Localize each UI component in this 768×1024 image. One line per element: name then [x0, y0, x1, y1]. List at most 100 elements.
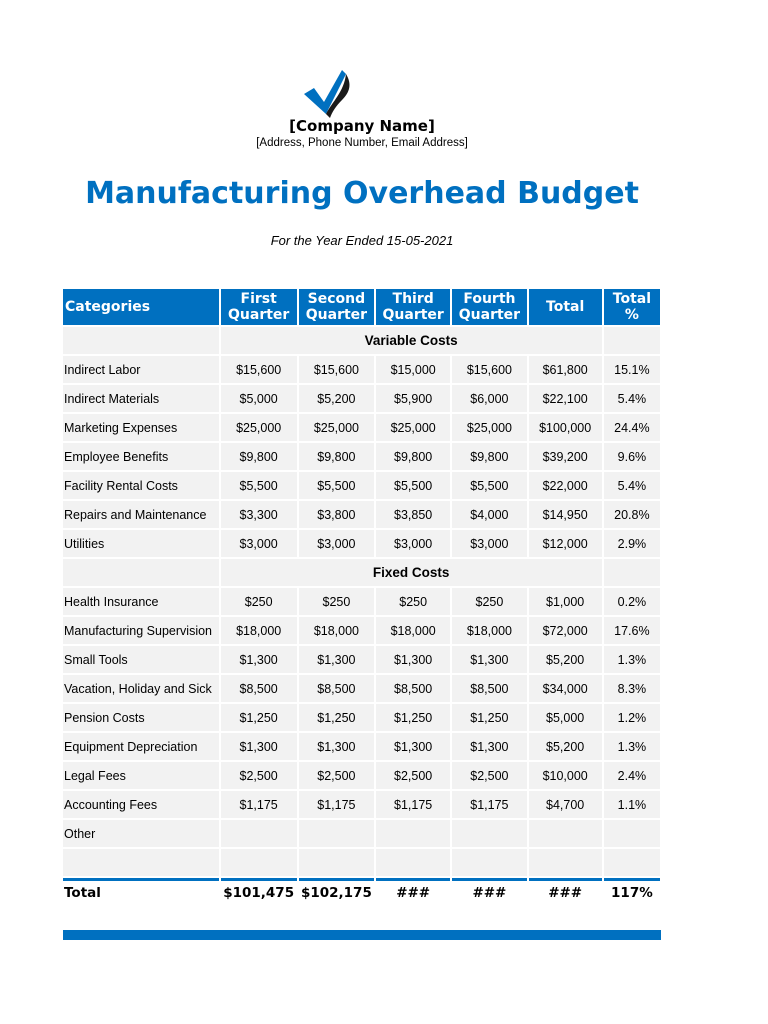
row-label: Health Insurance	[63, 588, 219, 615]
data-row: Employee Benefits $9,800 $9,800 $9,800 $9,80…	[63, 443, 660, 470]
cell: $25,000	[452, 414, 527, 441]
data-row: Legal Fees $2,500 $2,500 $2,500 $2,500 $10,00…	[63, 762, 660, 789]
row-label: Repairs and Maintenance	[63, 501, 219, 528]
data-row: Manufacturing Supervision $18,000 $18,000 $…	[63, 617, 660, 644]
company-name: [Company Name]	[289, 117, 435, 135]
cell: 1.1%	[603, 791, 660, 818]
cell: $5,000	[528, 704, 602, 731]
cell	[298, 820, 375, 847]
cell: $1,300	[298, 646, 375, 673]
footer-bar	[63, 930, 661, 940]
cell: $2,500	[376, 762, 451, 789]
cell: $61,800	[528, 356, 602, 383]
cell: $9,800	[220, 443, 297, 470]
cell	[220, 820, 297, 847]
cell: $4,700	[528, 791, 602, 818]
row-label: Pension Costs	[63, 704, 219, 731]
cell: 1.3%	[603, 646, 660, 673]
row-label: Small Tools	[63, 646, 219, 673]
cell: $5,900	[376, 385, 451, 412]
data-row: Facility Rental Costs $5,500 $5,500 $5,500 $…	[63, 472, 660, 499]
cell	[63, 849, 219, 876]
cell	[528, 849, 602, 876]
row-label: Indirect Materials	[63, 385, 219, 412]
cell: $250	[298, 588, 375, 615]
cell: $8,500	[220, 675, 297, 702]
column-header: Total	[528, 289, 602, 325]
row-label: Equipment Depreciation	[63, 733, 219, 760]
total-cell: ###	[376, 878, 451, 905]
cell: $9,800	[452, 443, 527, 470]
cell: $250	[376, 588, 451, 615]
row-label: Other	[63, 820, 219, 847]
data-row: Repairs and Maintenance $3,300 $3,800 $3,85…	[63, 501, 660, 528]
cell: $25,000	[376, 414, 451, 441]
cell: $5,500	[452, 472, 527, 499]
cell: $72,000	[528, 617, 602, 644]
data-row: Other	[63, 820, 660, 847]
data-row: Health Insurance $250 $250 $250 $250 $1,000 0.…	[63, 588, 660, 615]
cell: $1,300	[452, 646, 527, 673]
cell: 15.1%	[603, 356, 660, 383]
cell: 20.8%	[603, 501, 660, 528]
cell: $6,000	[452, 385, 527, 412]
cell: $10,000	[528, 762, 602, 789]
cell: $250	[452, 588, 527, 615]
cell: $8,500	[452, 675, 527, 702]
cell: $8,500	[298, 675, 375, 702]
cell: $34,000	[528, 675, 602, 702]
cell	[376, 820, 451, 847]
cell: 1.3%	[603, 733, 660, 760]
cell	[298, 849, 375, 876]
row-label: Legal Fees	[63, 762, 219, 789]
cell: $1,300	[298, 733, 375, 760]
cell: $5,500	[298, 472, 375, 499]
cell: 2.9%	[603, 530, 660, 557]
row-label: Marketing Expenses	[63, 414, 219, 441]
total-cell: ###	[528, 878, 602, 905]
title: Manufacturing Overhead Budget	[85, 176, 639, 211]
data-row: Utilities $3,000 $3,000 $3,000 $3,000 $12,000…	[63, 530, 660, 557]
data-row: Pension Costs $1,250 $1,250 $1,250 $1,250 $5,…	[63, 704, 660, 731]
cell: $1,175	[298, 791, 375, 818]
cell: $5,500	[220, 472, 297, 499]
cell: $2,500	[298, 762, 375, 789]
cell: $250	[220, 588, 297, 615]
cell: $18,000	[220, 617, 297, 644]
column-header: Second Quarter	[298, 289, 375, 325]
cell	[220, 849, 297, 876]
data-row: Accounting Fees $1,175 $1,175 $1,175 $1,175 $…	[63, 791, 660, 818]
cell: $1,300	[220, 646, 297, 673]
column-header: First Quarter	[220, 289, 297, 325]
cell: $5,200	[298, 385, 375, 412]
cell: $39,200	[528, 443, 602, 470]
cell: $1,300	[220, 733, 297, 760]
row-label: Utilities	[63, 530, 219, 557]
cell: $1,300	[376, 733, 451, 760]
row-label: Employee Benefits	[63, 443, 219, 470]
cell: $3,800	[298, 501, 375, 528]
company-contact: [Address, Phone Number, Email Address]	[256, 137, 468, 149]
cell: $3,000	[298, 530, 375, 557]
cell: 24.4%	[603, 414, 660, 441]
cell	[63, 327, 219, 354]
data-row: Marketing Expenses $25,000 $25,000 $25,000 $…	[63, 414, 660, 441]
cell: $3,850	[376, 501, 451, 528]
table-body: Variable Costs Indirect Labor $15,600 $15,6…	[63, 327, 660, 905]
cell: $1,175	[376, 791, 451, 818]
cell: $3,000	[220, 530, 297, 557]
cell: $9,800	[298, 443, 375, 470]
row-label: Facility Rental Costs	[63, 472, 219, 499]
cell: $5,200	[528, 733, 602, 760]
column-header: Total %	[603, 289, 660, 325]
cell: $9,800	[376, 443, 451, 470]
header-row: Categories First Quarter Second Quarter Thi…	[63, 289, 660, 325]
cell	[452, 849, 527, 876]
cell: $15,600	[298, 356, 375, 383]
cell: $1,250	[376, 704, 451, 731]
cell: $1,250	[452, 704, 527, 731]
section-row: Variable Costs	[63, 327, 660, 354]
data-row: Small Tools $1,300 $1,300 $1,300 $1,300 $5,20…	[63, 646, 660, 673]
cell: 8.3%	[603, 675, 660, 702]
